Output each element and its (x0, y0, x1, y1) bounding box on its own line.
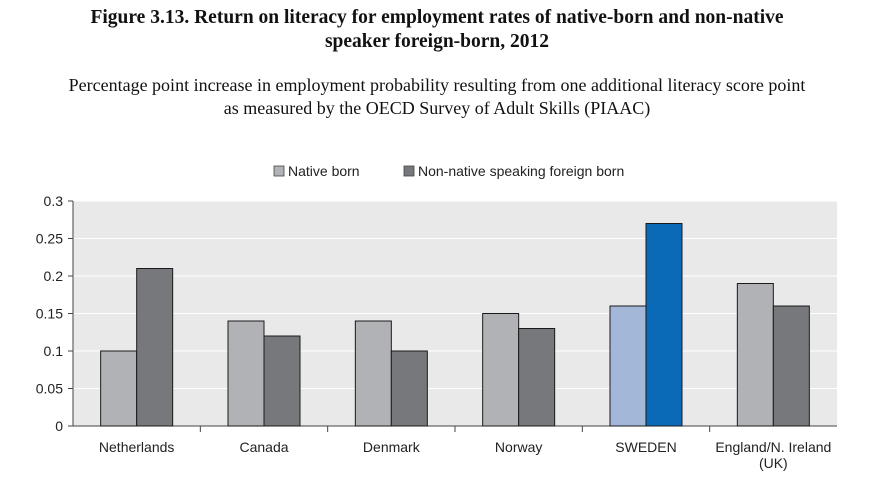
y-tick-label: 0.3 (44, 193, 64, 209)
x-tick-label: Denmark (363, 439, 421, 455)
x-tick-label: (UK) (759, 455, 788, 471)
y-tick-label: 0.15 (36, 306, 63, 322)
bar-non-native-foreign-born (518, 328, 556, 427)
bar-non-native-foreign-born (263, 335, 301, 427)
legend-swatch-native-born (273, 165, 285, 177)
bar-native-born (227, 320, 265, 427)
bar-non-native-foreign-born (390, 350, 428, 427)
legend-label: Native born (288, 163, 360, 179)
figure-title-line-2: speaker foreign-born, 2012 (324, 31, 550, 52)
bar-native-born (354, 320, 392, 427)
x-tick-label: SWEDEN (615, 439, 676, 455)
y-tick-label: 0.25 (36, 231, 63, 247)
x-tick-label: Netherlands (99, 439, 175, 455)
y-tick-label: 0 (55, 418, 63, 434)
legend-label: Non-native speaking foreign born (418, 163, 624, 179)
figure-title: Figure 3.13. Return on literacy for empl… (0, 6, 874, 54)
figure-title-line-1: Figure 3.13. Return on literacy for empl… (90, 7, 784, 28)
bar-native-born (482, 313, 520, 427)
bar-native-born (736, 283, 774, 427)
x-tick-label: Canada (239, 439, 288, 455)
y-tick-label: 0.2 (44, 268, 64, 284)
x-tick-label: Norway (495, 439, 542, 455)
bar-non-native-foreign-born (772, 305, 810, 427)
legend-swatch-non-native-foreign-born (403, 165, 415, 177)
bar-native-born (609, 305, 647, 427)
bar-non-native-foreign-born (645, 223, 683, 427)
figure-subtitle-line-1: Percentage point increase in employment … (68, 75, 806, 95)
x-tick-label: England/N. Ireland (715, 439, 831, 455)
figure-subtitle-line-2: as measured by the OECD Survey of Adult … (223, 98, 651, 118)
y-tick-label: 0.1 (44, 343, 64, 359)
bar-native-born (100, 350, 138, 427)
figure-subtitle: Percentage point increase in employment … (0, 74, 874, 120)
bar-non-native-foreign-born (136, 268, 174, 427)
y-tick-label: 0.05 (36, 381, 63, 397)
